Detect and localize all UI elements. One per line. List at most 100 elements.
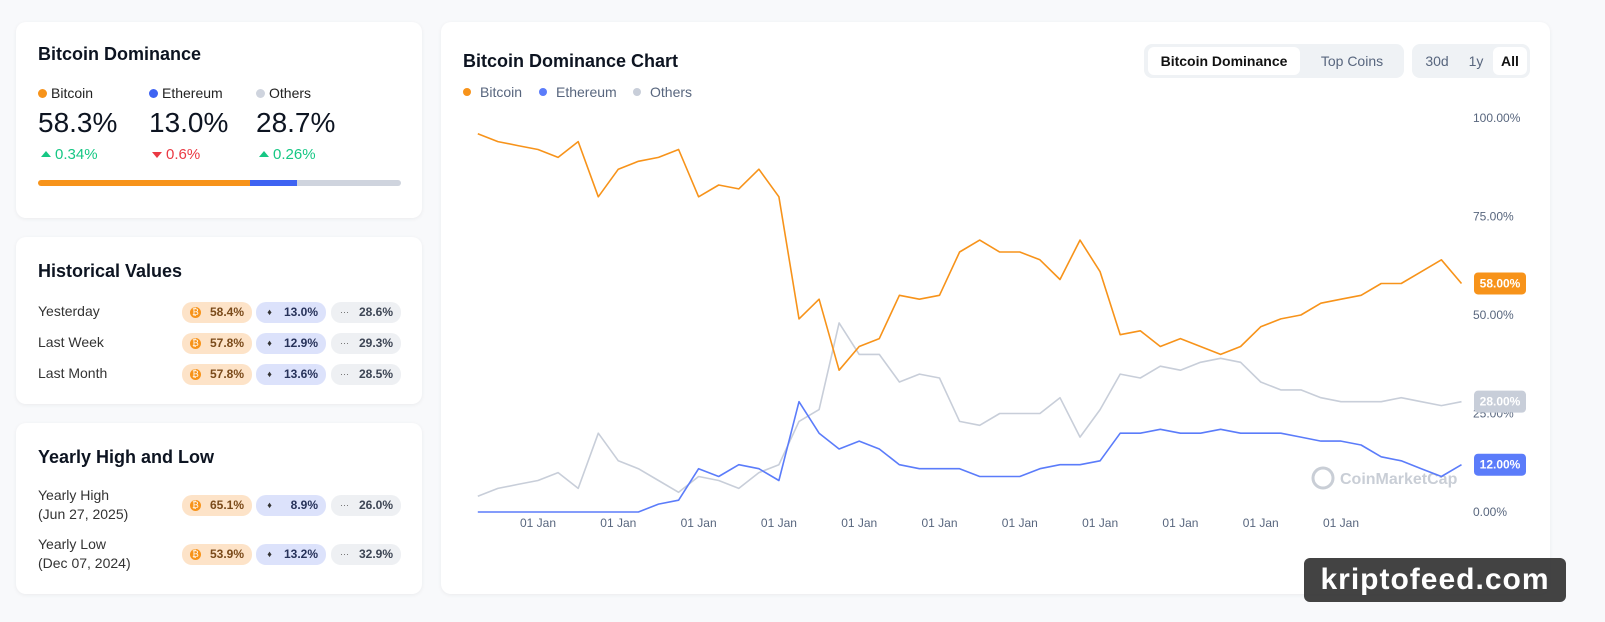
y-tick-label: 75.00%: [1473, 210, 1514, 224]
row-label: Yesterday: [38, 303, 100, 319]
watermark-logo: [1311, 466, 1335, 490]
value-pill: 12.9%: [256, 333, 326, 354]
change-value: 0.6%: [166, 146, 201, 163]
overlay-bg: [1304, 558, 1566, 602]
pill-icon: ♦: [267, 500, 272, 510]
row-label: Last Week: [38, 334, 104, 350]
yearly-card: Yearly High and Low Yearly High (Jun 27, 2…: [16, 423, 422, 594]
chart: Bitcoin Ethereum Others CoinMarketCap 0.00% 2…: [463, 84, 1526, 530]
value-pill: 28.5%: [331, 364, 401, 385]
chart-card: Bitcoin Ethereum Others CoinMarketCap 0.00% 2…: [441, 22, 1550, 594]
card-title: Yearly High and Low: [38, 447, 215, 467]
dominance-value: 28.7%: [256, 107, 336, 138]
x-tick-label: 01 Jan: [922, 516, 958, 530]
value-pill: 26.0%: [331, 495, 401, 516]
dominance-bar: [249, 180, 297, 186]
x-tick-label: 01 Jan: [520, 516, 556, 530]
legend-label: Others: [650, 84, 692, 100]
range-button[interactable]: All: [1493, 47, 1527, 75]
card-title: Bitcoin Dominance: [38, 44, 202, 64]
pill-icon: ···: [340, 307, 349, 317]
pill-icon: ···: [340, 549, 349, 559]
watermark: CoinMarketCap: [1340, 471, 1458, 488]
value-pill: 29.3%: [331, 333, 401, 354]
historical-card: Historical Values Yesterday 58.4% ₿ 13.0% ♦ 28…: [16, 237, 422, 404]
x-tick-label: 01 Jan: [681, 516, 717, 530]
value-pill: 8.9%: [256, 495, 326, 516]
pill-icon: ···: [340, 500, 349, 510]
row-date: (Dec 07, 2024): [38, 555, 131, 571]
value-pill: 58.4%: [182, 302, 252, 323]
x-tick-label: 01 Jan: [761, 516, 797, 530]
last-value-label: 58.00%: [1480, 276, 1521, 290]
pill-icon: ₿: [190, 500, 201, 511]
last-value-badge: [1474, 272, 1526, 295]
pill-icon: ♦: [267, 369, 272, 379]
pill-icon: ₿: [190, 549, 201, 560]
series-line: [477, 322, 1462, 497]
legend-dot: [463, 88, 471, 96]
legend-dot: [256, 89, 265, 98]
change-value: 0.34%: [55, 146, 98, 163]
pill-icon: ♦: [267, 549, 272, 559]
value-pill: 13.2%: [256, 544, 326, 565]
legend-dot: [539, 88, 547, 96]
range-button[interactable]: 1y: [1468, 53, 1484, 69]
value-pill: 57.8%: [182, 333, 252, 354]
dominance-bar: [38, 180, 250, 186]
legend-dot: [149, 89, 158, 98]
pill-icon: ♦: [267, 338, 272, 348]
legend-name: Others: [269, 85, 312, 101]
pill-icon: ₿: [190, 338, 201, 349]
dominance-bar: [296, 180, 401, 186]
pill-icon: ₿: [190, 369, 201, 380]
value-pill: 53.9%: [182, 544, 252, 565]
pill-icon: ···: [340, 338, 349, 348]
dominance-value: 13.0%: [149, 107, 229, 138]
pill-icon: ₿: [190, 307, 201, 318]
overlay-text: kriptofeed.com: [1320, 563, 1550, 596]
last-value-badge: [1474, 453, 1526, 476]
legend-name: Bitcoin: [51, 85, 94, 101]
row-date: (Jun 27, 2025): [38, 506, 129, 522]
x-tick-label: 01 Jan: [1243, 516, 1279, 530]
legend-label: Ethereum: [556, 84, 617, 100]
value-pill: 28.6%: [331, 302, 401, 323]
y-tick-label: 0.00%: [1473, 505, 1507, 519]
chart-title: Bitcoin Dominance Chart: [463, 51, 679, 71]
x-tick-label: 01 Jan: [1162, 516, 1198, 530]
legend-label: Bitcoin: [480, 84, 522, 100]
value-pill: 65.1%: [182, 495, 252, 516]
legend-dot: [633, 88, 641, 96]
tab[interactable]: Bitcoin Dominance: [1148, 47, 1300, 75]
x-tick-label: 01 Jan: [600, 516, 636, 530]
value-pill: 57.8%: [182, 364, 252, 385]
change-arrow: [259, 151, 269, 157]
change-arrow: [152, 152, 162, 158]
y-tick-label: 100.00%: [1473, 111, 1521, 125]
value-pill: 13.6%: [256, 364, 326, 385]
row-label: Yearly High: [38, 487, 110, 503]
legend-name: Ethereum: [162, 85, 223, 101]
range-button[interactable]: 30d: [1425, 53, 1449, 69]
last-value-label: 12.00%: [1480, 458, 1521, 472]
legend-dot: [38, 89, 47, 98]
dominance-card: Bitcoin Dominance Bitcoin 58.3% 0.34% Ethere…: [16, 22, 422, 218]
x-tick-label: 01 Jan: [841, 516, 877, 530]
x-tick-label: 01 Jan: [1002, 516, 1038, 530]
row-label: Yearly Low: [38, 536, 106, 552]
last-value-badge: [1474, 390, 1526, 413]
pill-icon: ···: [340, 369, 349, 379]
row-label: Last Month: [38, 365, 108, 381]
value-pill: 32.9%: [331, 544, 401, 565]
tab[interactable]: Top Coins: [1320, 53, 1384, 69]
pill-icon: ♦: [267, 307, 272, 317]
last-value-label: 28.00%: [1480, 395, 1521, 409]
x-tick-label: 01 Jan: [1323, 516, 1359, 530]
dominance-value: 58.3%: [38, 107, 118, 138]
series-line: [477, 400, 1462, 513]
change-arrow: [41, 151, 51, 157]
series-line: [477, 133, 1463, 371]
x-tick-label: 01 Jan: [1082, 516, 1118, 530]
